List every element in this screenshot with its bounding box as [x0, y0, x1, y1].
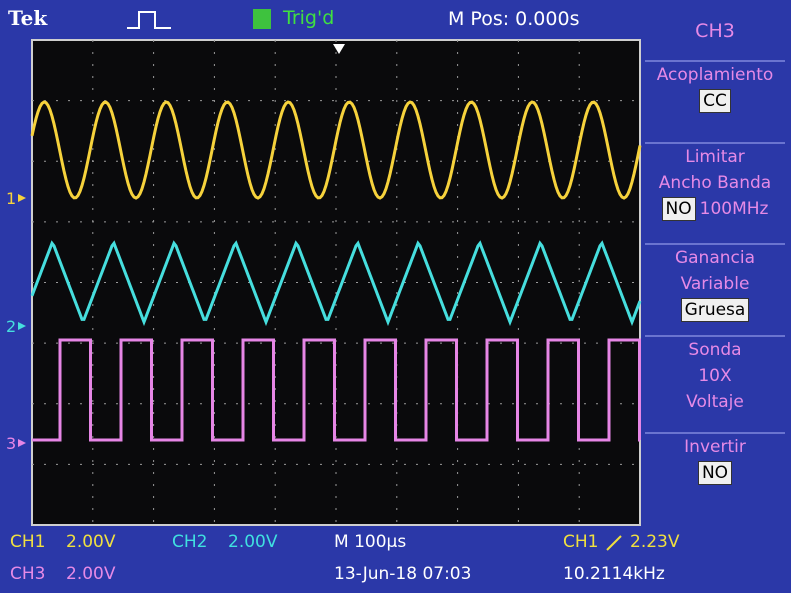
menu-item[interactable]: Sonda 10X Voltaje	[645, 335, 785, 432]
horizontal-position: M Pos: 0.000s	[448, 8, 580, 30]
menu-item[interactable]: Limitar Ancho Banda NO 100MHz	[645, 142, 785, 243]
trigger-channel: CH1	[563, 532, 599, 552]
menu-label: Ancho Banda	[658, 173, 772, 193]
ch2-wave	[30, 240, 642, 327]
ch1-scale: 2.00V	[66, 532, 116, 552]
slope-icon	[606, 535, 622, 551]
menu-item[interactable]: Acoplamiento CC	[645, 60, 785, 142]
trig-icon	[253, 9, 271, 29]
menu-value: Gruesa	[680, 298, 750, 322]
marker-arrow	[18, 322, 26, 330]
ch3-wave	[32, 338, 641, 442]
marker-arrow	[18, 439, 26, 447]
menu-title: CH3	[695, 20, 735, 42]
trigger-icon	[127, 11, 171, 29]
ch3-channel: CH3	[10, 564, 46, 584]
screen-area	[31, 39, 641, 526]
ch1-wave	[30, 100, 642, 200]
menu-label: Invertir	[684, 437, 746, 457]
trigger-status: Trig'd	[283, 7, 335, 29]
menu-item[interactable]: Invertir NO	[645, 432, 785, 524]
menu-value-row: Gruesa	[645, 297, 785, 323]
menu-label: Acoplamiento	[656, 65, 774, 85]
trigger-level: 2.23V	[630, 532, 680, 552]
menu-value-row: CC	[645, 88, 785, 114]
brand: Tek	[8, 6, 48, 30]
menu-value: NO	[697, 461, 733, 485]
menu-label: Variable	[680, 274, 750, 294]
menu-label: Voltaje	[686, 392, 744, 412]
ch3-scale: 2.00V	[66, 564, 116, 584]
channel-marker: 1	[6, 189, 16, 208]
channel-marker: 3	[6, 434, 16, 453]
ch2-scale: 2.00V	[228, 532, 278, 552]
ch2-channel: CH2	[172, 532, 208, 552]
trigger-pos	[333, 44, 345, 54]
marker-arrow	[18, 194, 26, 202]
menu-value-row: NO 100MHz	[645, 196, 785, 222]
channel-marker: 2	[6, 317, 16, 336]
menu-label: Limitar	[685, 147, 745, 167]
frequency: 10.2114kHz	[563, 564, 665, 584]
menu-value: NO	[661, 197, 696, 221]
timebase: M 100µs	[334, 532, 407, 552]
menu-option: 100MHz	[699, 199, 769, 219]
menu-value-row: NO	[645, 460, 785, 486]
ch1-channel: CH1	[10, 532, 46, 552]
menu-value: CC	[699, 89, 731, 113]
menu-item[interactable]: Ganancia Variable Gruesa	[645, 243, 785, 335]
datetime: 13-Jun-18 07:03	[334, 564, 472, 584]
menu-label: Ganancia	[674, 248, 756, 268]
menu-label: Sonda	[688, 340, 742, 360]
menu-label: 10X	[698, 366, 732, 386]
